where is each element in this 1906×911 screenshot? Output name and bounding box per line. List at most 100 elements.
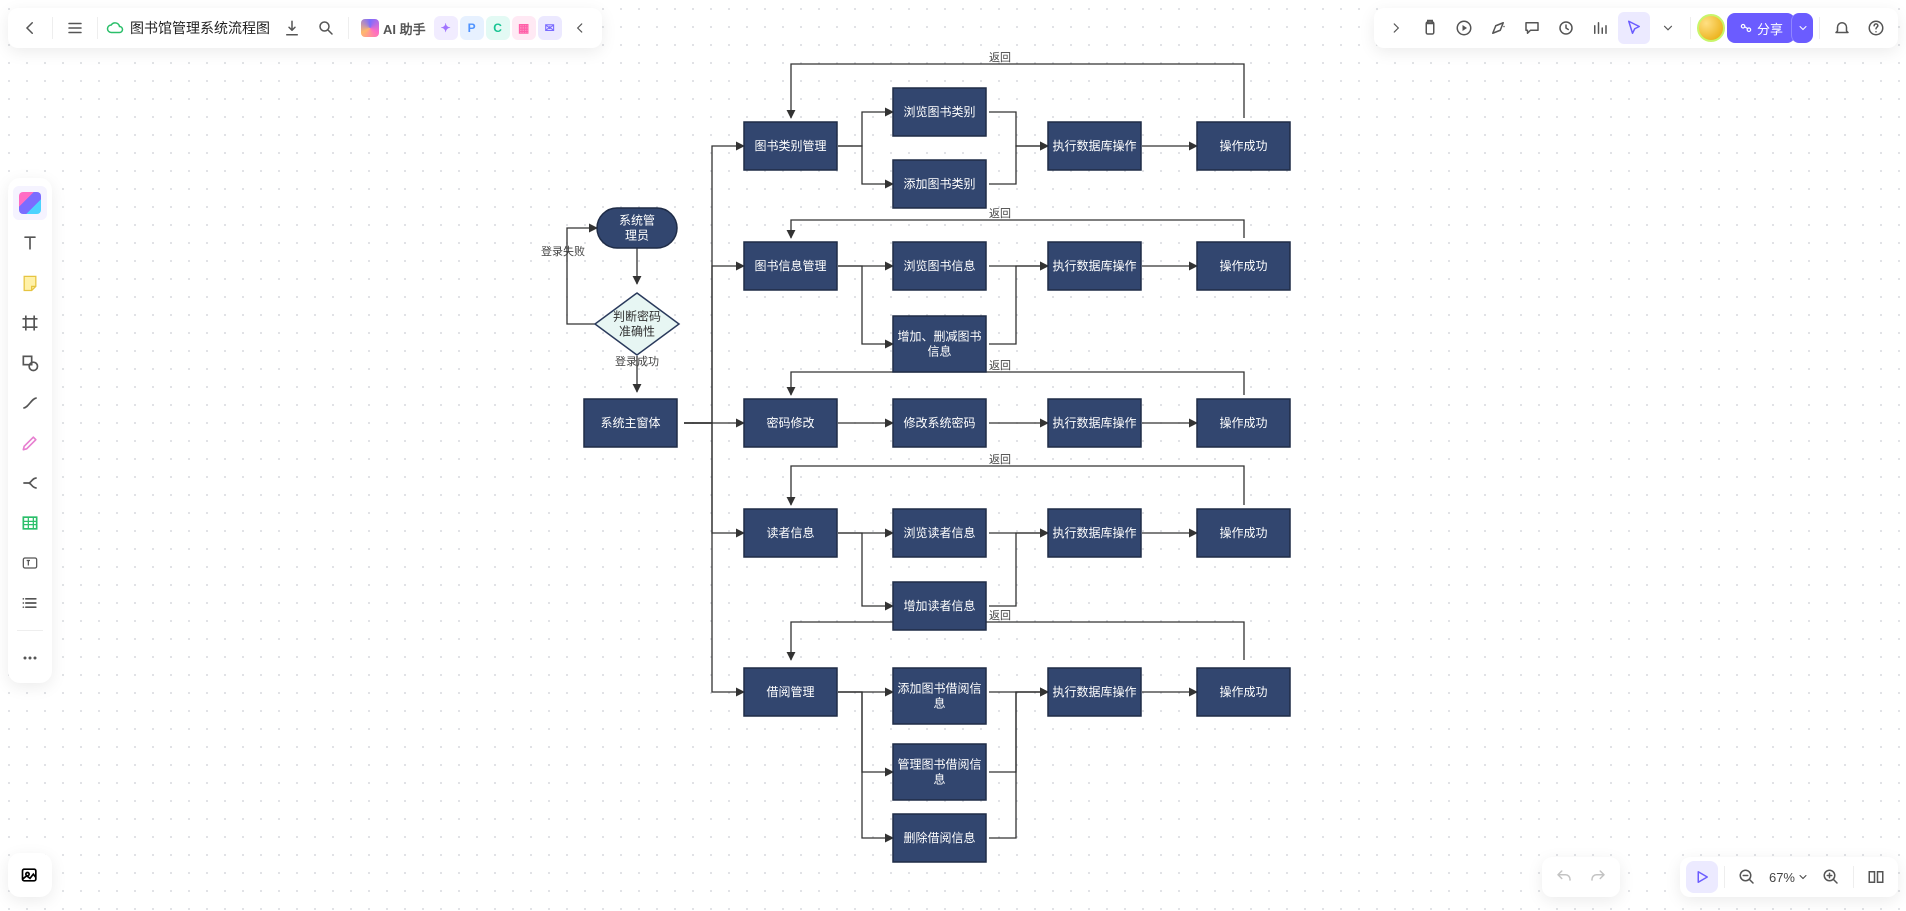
notifications-button[interactable] (1826, 12, 1858, 44)
stats-button[interactable] (1584, 12, 1616, 44)
svg-text:浏览读者信息: 浏览读者信息 (903, 525, 975, 540)
bell-icon (1833, 19, 1851, 37)
zoom-level[interactable]: 67% (1765, 870, 1813, 885)
svg-text:操作成功: 操作成功 (1219, 684, 1267, 699)
svg-text:添加图书借阅信息: 添加图书借阅信息 (897, 682, 981, 711)
svg-text:修改系统密码: 修改系统密码 (903, 415, 975, 430)
ai-assistant-button[interactable]: AI 助手 (355, 12, 432, 44)
textbox-tool-button[interactable] (13, 546, 47, 580)
divider (52, 17, 53, 39)
branch-icon (20, 473, 40, 493)
list-tool-button[interactable] (13, 586, 47, 620)
help-button[interactable] (1860, 12, 1892, 44)
chevron-left-icon (21, 19, 39, 37)
more-tools-button[interactable] (1652, 12, 1684, 44)
svg-text:增加读者信息: 增加读者信息 (903, 598, 975, 613)
history-button[interactable] (1550, 12, 1582, 44)
frame-tool-button[interactable] (13, 306, 47, 340)
pen-tool-button[interactable] (13, 426, 47, 460)
mindmap-tool-button[interactable] (13, 466, 47, 500)
chevron-left-icon (573, 21, 587, 35)
download-button[interactable] (276, 12, 308, 44)
book-open-icon (1867, 868, 1885, 886)
undo-redo-bar (1542, 857, 1620, 897)
menu-button[interactable] (59, 12, 91, 44)
insert-media-button[interactable] (8, 853, 52, 897)
hamburger-icon (66, 19, 84, 37)
divider (1724, 866, 1725, 888)
app-shortcut-1[interactable]: ✦ (434, 16, 458, 40)
minimap-button[interactable] (1860, 861, 1892, 893)
svg-text:执行数据库操作: 执行数据库操作 (1052, 684, 1136, 699)
download-icon (283, 19, 301, 37)
frame-icon (20, 313, 40, 333)
shape-tool-button[interactable] (13, 346, 47, 380)
palette-icon (19, 192, 41, 214)
svg-text:登录失败: 登录失败 (541, 244, 585, 258)
svg-text:判断密码准确性: 判断密码准确性 (613, 309, 661, 339)
left-toolbar (8, 178, 52, 683)
share-button[interactable]: 分享 (1727, 13, 1795, 43)
svg-text:返回: 返回 (989, 359, 1011, 372)
svg-text:执行数据库操作: 执行数据库操作 (1052, 258, 1136, 273)
expand-tools-button[interactable] (1380, 12, 1412, 44)
svg-text:返回: 返回 (989, 609, 1011, 622)
undo-button[interactable] (1548, 861, 1580, 893)
app-shortcut-chat[interactable]: ✉ (538, 16, 562, 40)
redo-icon (1589, 868, 1607, 886)
zoom-in-button[interactable] (1815, 861, 1847, 893)
sticky-note-button[interactable] (13, 266, 47, 300)
flowchart: 登录失败登录成功返回返回返回返回返回系统管理员判断密码准确性系统主窗体图书类别管… (0, 0, 1906, 911)
document-title[interactable]: 图书馆管理系统流程图 (104, 18, 274, 38)
clipboard-button[interactable] (1414, 12, 1446, 44)
play-button[interactable] (1448, 12, 1480, 44)
svg-text:执行数据库操作: 执行数据库操作 (1052, 415, 1136, 430)
pointer-tool-button[interactable] (1618, 12, 1650, 44)
table-tool-button[interactable] (13, 506, 47, 540)
collapse-shortcuts-button[interactable] (564, 12, 596, 44)
svg-text:操作成功: 操作成功 (1219, 258, 1267, 273)
user-avatar[interactable] (1697, 14, 1725, 42)
divider (1853, 866, 1854, 888)
back-button[interactable] (14, 12, 46, 44)
text-icon (20, 233, 40, 253)
zoom-in-icon (1822, 868, 1840, 886)
curve-icon (20, 393, 40, 413)
svg-text:删除借阅信息: 删除借阅信息 (903, 830, 975, 845)
cloud-sync-icon (106, 19, 124, 37)
shapes-icon (20, 353, 40, 373)
text-tool-button[interactable] (13, 226, 47, 260)
svg-text:管理图书借阅信息: 管理图书借阅信息 (897, 757, 981, 787)
app-shortcut-c[interactable]: C (486, 16, 510, 40)
present-button[interactable] (1686, 861, 1718, 893)
list-icon (20, 593, 40, 613)
svg-text:密码修改: 密码修改 (766, 415, 814, 430)
play-circle-icon (1455, 19, 1473, 37)
zoom-out-icon (1738, 868, 1756, 886)
zoom-out-button[interactable] (1731, 861, 1763, 893)
confetti-button[interactable] (1482, 12, 1514, 44)
bar-chart-icon (1591, 19, 1609, 37)
comment-button[interactable] (1516, 12, 1548, 44)
redo-button[interactable] (1582, 861, 1614, 893)
app-shortcut-p[interactable]: P (460, 16, 484, 40)
more-tools-button[interactable] (13, 641, 47, 675)
search-button[interactable] (310, 12, 342, 44)
divider (97, 17, 98, 39)
document-title-text: 图书馆管理系统流程图 (130, 18, 270, 38)
theme-palette-button[interactable] (13, 186, 47, 220)
divider (1819, 17, 1820, 39)
svg-text:执行数据库操作: 执行数据库操作 (1052, 525, 1136, 540)
table-icon (20, 513, 40, 533)
view-controls-bar: 67% (1680, 857, 1898, 897)
undo-icon (1555, 868, 1573, 886)
canvas[interactable]: 登录失败登录成功返回返回返回返回返回系统管理员判断密码准确性系统主窗体图书类别管… (0, 0, 1906, 911)
share-dropdown-button[interactable] (1791, 13, 1813, 43)
divider (17, 630, 43, 631)
app-shortcut-grid[interactable]: ▦ (512, 16, 536, 40)
connector-tool-button[interactable] (13, 386, 47, 420)
dots-icon (20, 648, 40, 668)
svg-text:系统管理员: 系统管理员 (619, 213, 655, 243)
svg-text:返回: 返回 (989, 207, 1011, 220)
cursor-icon (1625, 19, 1643, 37)
